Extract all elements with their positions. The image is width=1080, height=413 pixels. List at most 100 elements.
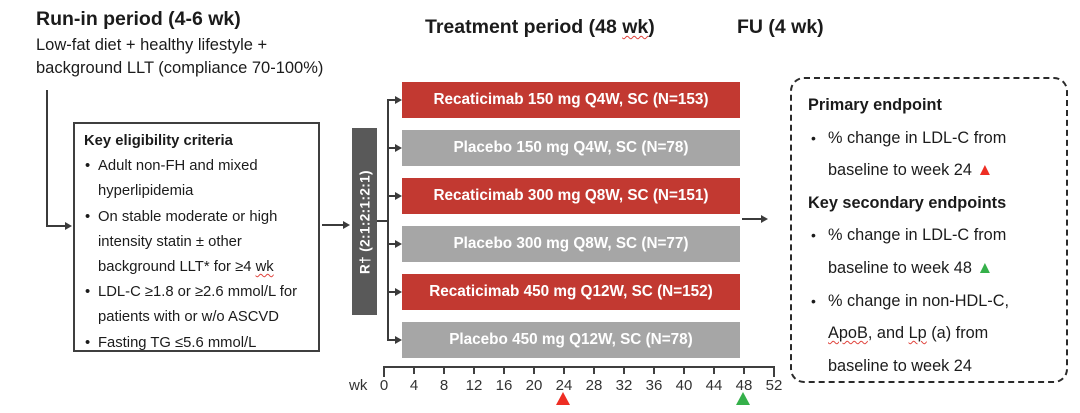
- arm-bar-placebo-150: Placebo 150 mg Q4W, SC (N=78): [402, 130, 740, 166]
- axis-tick-label: 40: [675, 377, 693, 394]
- axis-tick-label: 8: [439, 377, 449, 394]
- axis-tick: [563, 366, 565, 374]
- bullet-glyph: •: [85, 334, 91, 351]
- endpoint-text-line: baseline to week 24 ▲: [828, 154, 1056, 187]
- axis-tick: [773, 366, 775, 377]
- eligibility-text-line: hyperlipidemia: [98, 183, 194, 200]
- red-triangle-icon: ▲: [976, 160, 994, 180]
- axis-tick-label: 48: [735, 377, 753, 394]
- apob-misspell: ApoB: [828, 324, 868, 343]
- eligibility-bullet-1: • Adult non-FH and mixed hyperlipidemia: [84, 154, 312, 204]
- treatment-period-text: Treatment period (48: [425, 16, 623, 38]
- endpoint-text-segment: baseline to week 48: [828, 258, 977, 277]
- branch-line-arm-1: [387, 99, 396, 101]
- axis-tick: [503, 366, 505, 374]
- secondary-endpoint-bullet-2: • % change in non-HDL-C, ApoB, and Lp (a…: [808, 285, 1056, 383]
- arm-bar-recaticimab-450: Recaticimab 450 mg Q12W, SC (N=152): [402, 274, 740, 310]
- axis-tick: [713, 366, 715, 374]
- endpoint-text-line: baseline to week 48 ▲: [828, 252, 1056, 285]
- axis-tick: [533, 366, 535, 374]
- axis-tick-label: 12: [465, 377, 483, 394]
- run-in-line-1: Low-fat diet + healthy lifestyle +: [36, 36, 268, 54]
- branch-arrow-head-icon: [395, 287, 402, 296]
- axis-tick-label: 16: [495, 377, 513, 394]
- run-in-arrow-head-icon: [65, 221, 72, 230]
- axis-tick: [413, 366, 415, 374]
- axis-tick-label: 44: [705, 377, 723, 394]
- axis-tick-label: 32: [615, 377, 633, 394]
- eligibility-to-randomization-arrow-head-icon: [343, 220, 350, 229]
- axis-tick: [473, 366, 475, 374]
- branch-arrow-head-icon: [395, 335, 402, 344]
- axis-tick: [383, 366, 385, 377]
- axis-tick-label: 36: [645, 377, 663, 394]
- green-triangle-icon: ▲: [976, 257, 994, 277]
- arms-to-endpoints-line: [742, 218, 761, 220]
- eligibility-text-line: intensity statin ± other: [98, 233, 242, 250]
- axis-tick: [653, 366, 655, 374]
- axis-tick-label: 0: [379, 377, 389, 394]
- eligibility-text-segment: background LLT* for ≥4: [98, 259, 256, 276]
- treatment-period-title: Treatment period (48 wk): [425, 16, 655, 39]
- lp-misspell: Lp: [908, 324, 927, 343]
- eligibility-text-line: Adult non-FH and mixed: [98, 158, 258, 175]
- eligibility-criteria-box: Key eligibility criteria • Adult non-FH …: [73, 122, 320, 352]
- week-axis: wk 0 4 8 12 16 20 24 28 32 36 40 44 48 52: [349, 366, 782, 412]
- endpoints-box: Primary endpoint • % change in LDL-C fro…: [790, 77, 1068, 383]
- arm-bar-recaticimab-150: Recaticimab 150 mg Q4W, SC (N=153): [402, 82, 740, 118]
- bullet-glyph: •: [85, 284, 91, 301]
- eligibility-text-line: On stable moderate or high: [98, 208, 278, 225]
- branch-line-arm-6: [387, 339, 396, 341]
- secondary-endpoint-bullet-1: • % change in LDL-C from baseline to wee…: [808, 219, 1056, 284]
- branch-arrow-head-icon: [395, 143, 402, 152]
- axis-tick: [743, 366, 745, 374]
- eligibility-text-line: LDL-C ≥1.8 or ≥2.6 mmol/L for: [98, 284, 298, 301]
- axis-tick-label: 28: [585, 377, 603, 394]
- bullet-glyph: •: [85, 158, 91, 175]
- bullet-glyph: •: [811, 129, 816, 146]
- eligibility-bullet-4: • Fasting TG ≤5.6 mmol/L: [84, 331, 312, 356]
- randomization-bar: R† (2:1:2:1:2:1): [352, 128, 377, 315]
- bullet-glyph: •: [85, 208, 91, 225]
- axis-tick-label: 20: [525, 377, 543, 394]
- endpoint-text-line: % change in LDL-C from: [828, 128, 1007, 147]
- eligibility-text-line: background LLT* for ≥4 wk: [98, 255, 312, 280]
- randomization-label: R† (2:1:2:1:2:1): [357, 169, 372, 274]
- axis-tick: [593, 366, 595, 374]
- eligibility-to-randomization-line: [322, 224, 343, 226]
- axis-unit-label: wk: [349, 377, 368, 394]
- run-in-connector-vertical-line: [46, 90, 48, 227]
- endpoint-text-segment: (a) from: [926, 324, 989, 343]
- axis-tick-label: 52: [765, 377, 783, 394]
- branch-line-arm-3: [387, 195, 396, 197]
- eligibility-bullet-3: • LDL-C ≥1.8 or ≥2.6 mmol/L for patients…: [84, 280, 312, 330]
- bullet-glyph: •: [811, 292, 816, 309]
- endpoint-text-segment: baseline to week 24: [828, 161, 977, 180]
- eligibility-text-line: patients with or w/o ASCVD: [98, 309, 279, 326]
- axis-tick: [683, 366, 685, 374]
- eligibility-bullet-2: • On stable moderate or high intensity s…: [84, 205, 312, 281]
- week-24-marker-icon: [556, 392, 570, 405]
- eligibility-text-line: Fasting TG ≤5.6 mmol/L: [98, 334, 257, 351]
- run-in-line-2: background LLT (compliance 70-100%): [36, 59, 324, 77]
- arms-to-endpoints-arrow-head-icon: [761, 214, 768, 223]
- endpoint-text-line: % change in non-HDL-C,: [828, 291, 1009, 310]
- branch-arrow-head-icon: [395, 191, 402, 200]
- arm-bar-placebo-300: Placebo 300 mg Q8W, SC (N=77): [402, 226, 740, 262]
- branch-line-arm-2: [387, 147, 396, 149]
- axis-tick-label: 24: [555, 377, 573, 394]
- branch-arrow-head-icon: [395, 239, 402, 248]
- axis-tick: [443, 366, 445, 374]
- endpoint-text-line: baseline to week 24: [828, 356, 972, 375]
- followup-period-title: FU (4 wk): [737, 16, 824, 38]
- eligibility-title: Key eligibility criteria: [84, 133, 233, 149]
- secondary-endpoints-title: Key secondary endpoints: [808, 193, 1007, 212]
- branch-line-arm-4: [387, 243, 396, 245]
- branch-line-arm-5: [387, 291, 396, 293]
- run-in-period-title: Run-in period (4-6 wk): [36, 8, 241, 30]
- primary-endpoint-bullet: • % change in LDL-C from baseline to wee…: [808, 122, 1056, 187]
- eligibility-wk-misspell: wk: [255, 259, 274, 276]
- axis-line: [383, 366, 775, 368]
- branch-arrow-head-icon: [395, 95, 402, 104]
